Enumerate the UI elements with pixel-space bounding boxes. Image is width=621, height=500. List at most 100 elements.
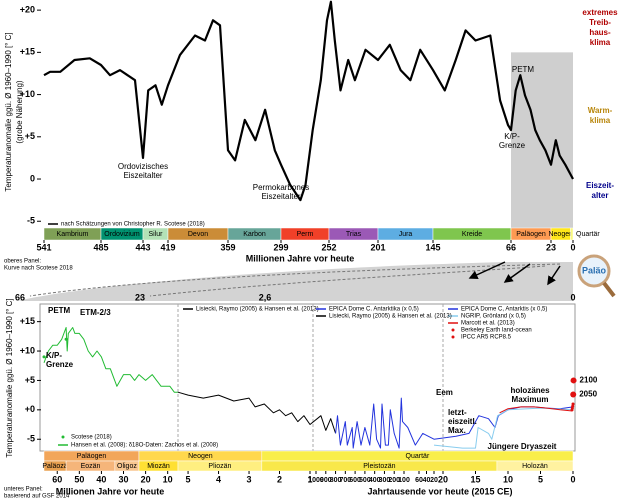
climate-label: Warm- bbox=[588, 106, 613, 115]
panel-note: Kurve nach Scotese 2018 bbox=[4, 266, 73, 272]
x-tick-label: 3 bbox=[247, 474, 252, 484]
panel-note: oberes Panel: bbox=[4, 259, 41, 265]
x-tick-label: 60 bbox=[52, 474, 62, 484]
x-tick-label: 700 bbox=[339, 477, 351, 484]
annotation: Grenze bbox=[499, 141, 526, 150]
x-tick-label: 419 bbox=[160, 242, 175, 252]
period-label: Holozän bbox=[522, 463, 548, 470]
series-point bbox=[570, 377, 577, 384]
legend-label: Marcott et al. (2013) bbox=[461, 321, 515, 327]
y-tick-label: -5 bbox=[27, 434, 35, 444]
legend-label: Hansen et al. (2008): δ18O-Daten: Zachos… bbox=[71, 443, 218, 449]
series-line bbox=[43, 327, 178, 393]
climate-label: haus- bbox=[589, 28, 611, 37]
annotation: PETM bbox=[512, 65, 535, 74]
legend-label: Scotese (2018) bbox=[71, 435, 112, 441]
y-axis-label: Temperaturanomalie ggü. Ø 1960–1990 [° C… bbox=[5, 298, 14, 457]
x-tick-label: 0 bbox=[570, 242, 575, 252]
series-line bbox=[177, 391, 337, 434]
annotation: Eem bbox=[436, 388, 453, 397]
annotation: holozänes bbox=[510, 386, 550, 395]
y-tick-label: +0 bbox=[25, 404, 35, 414]
x-tick-label: 100 bbox=[398, 477, 410, 484]
point-label: 2050 bbox=[579, 390, 597, 399]
period-label: Kambrium bbox=[57, 231, 89, 238]
period-label: Miozän bbox=[147, 463, 170, 470]
x-tick-label: 2 bbox=[277, 474, 282, 484]
legend-label: EPICA Dome C. Antarktika (x 0,5) bbox=[329, 307, 419, 313]
y-tick-label: +20 bbox=[20, 5, 35, 15]
period-label: Devon bbox=[188, 231, 208, 238]
period-label: Ordovizium bbox=[104, 231, 140, 238]
x-tick-label: 10 bbox=[503, 474, 513, 484]
period-label: Neogen bbox=[188, 453, 213, 460]
zoom-label: Paläo bbox=[582, 265, 607, 275]
y-tick-label: +5 bbox=[25, 375, 35, 385]
legend-label: EPICA Dome C, Antarktis (x 0,5) bbox=[461, 307, 547, 313]
x-axis-label: Millionen Jahre vor heute bbox=[56, 486, 165, 496]
magnifier-handle bbox=[602, 281, 616, 298]
x-tick-label: 20 bbox=[438, 474, 448, 484]
annotation: Maximum bbox=[512, 395, 549, 404]
y-tick-label: +15 bbox=[20, 316, 35, 326]
annotation: letzt- bbox=[448, 408, 467, 417]
annotation: K/P- bbox=[504, 132, 520, 141]
climate-label: extremes bbox=[582, 8, 618, 17]
climate-label: Eiszeit- bbox=[586, 181, 614, 190]
x-tick-label: 4 bbox=[216, 474, 221, 484]
series-point bbox=[571, 402, 575, 406]
period-label: Paläogen bbox=[77, 453, 107, 460]
series-line bbox=[43, 0, 574, 202]
annotation: Jüngere Dryaszeit bbox=[488, 442, 557, 451]
annotation: Eiszeitalter bbox=[261, 192, 300, 201]
x-tick-label: 40 bbox=[96, 474, 106, 484]
y-tick-label: +15 bbox=[20, 47, 35, 57]
period-label: Karbon bbox=[243, 231, 266, 238]
x-tick-label: 0 bbox=[570, 474, 575, 484]
x-tick-label: 5 bbox=[186, 474, 191, 484]
y-tick-label: 0 bbox=[30, 173, 35, 183]
x-tick-label: 5 bbox=[538, 474, 543, 484]
point-label: 2100 bbox=[580, 376, 598, 385]
x-tick-label: 1 bbox=[307, 474, 312, 484]
annotation: Ordovizisches bbox=[118, 162, 168, 171]
period-label: Perm bbox=[297, 231, 314, 238]
climate-label: klima bbox=[590, 38, 611, 47]
climate-label: alter bbox=[592, 191, 609, 200]
x-tick-label: 252 bbox=[321, 242, 336, 252]
x-tick-label: 20 bbox=[141, 474, 151, 484]
top-tick-label: 66 bbox=[15, 292, 25, 302]
series-line bbox=[433, 407, 574, 449]
x-tick-label: 300 bbox=[379, 477, 391, 484]
series-point bbox=[571, 404, 575, 408]
x-tick-label: 200 bbox=[388, 477, 400, 484]
y-tick-label: +10 bbox=[20, 89, 35, 99]
climate-label: klima bbox=[590, 116, 611, 125]
x-tick-label: 30 bbox=[119, 474, 129, 484]
connector: Paläo bbox=[18, 254, 616, 301]
x-tick-label: 485 bbox=[93, 242, 108, 252]
legend-label: Lisiecki, Raymo (2005) & Hansen et al. (… bbox=[329, 314, 452, 320]
annotation: K/P- bbox=[46, 351, 62, 360]
x-axis-label: Millionen Jahre vor heute bbox=[246, 253, 355, 263]
magnifier bbox=[577, 254, 611, 288]
x-tick-label: 900 bbox=[320, 477, 332, 484]
period-label: Paläozä bbox=[42, 463, 67, 470]
annotation: Permokarbones bbox=[253, 183, 309, 192]
period-label: Neogen bbox=[548, 231, 573, 238]
series-line bbox=[499, 406, 573, 414]
x-tick-label: 66 bbox=[506, 242, 516, 252]
x-tick-label: 60 bbox=[415, 477, 423, 484]
x-tick-label: 443 bbox=[135, 242, 150, 252]
x-tick-label: 50 bbox=[74, 474, 84, 484]
period-label: Silur bbox=[148, 231, 163, 238]
legend-label: NGRIP, Grönland (x 0,5) bbox=[461, 314, 526, 320]
panel-note: unteres Panel: bbox=[4, 487, 43, 493]
period bbox=[496, 460, 574, 472]
x-tick-label: 20 bbox=[430, 477, 438, 484]
legend-label: Berkeley Earth land-ocean bbox=[461, 328, 532, 334]
annotation: eiszeitl. bbox=[448, 417, 477, 426]
legend-label: nach Schätzungen von Christopher R. Scot… bbox=[61, 222, 205, 228]
period-label: Oligoz bbox=[117, 463, 137, 470]
